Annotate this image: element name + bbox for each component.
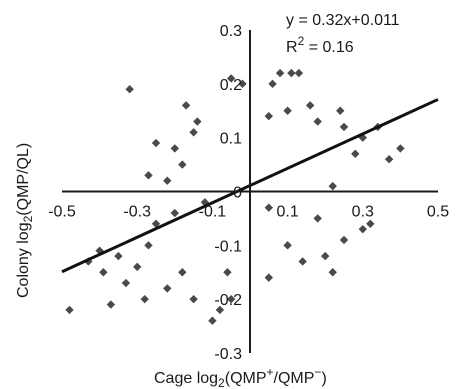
equation-label: y = 0.32x+0.011 [286,12,400,29]
data-point [99,268,108,277]
data-point [140,294,149,304]
points-layer [65,68,405,325]
data-point [313,117,322,126]
y-tick-label: 0.3 [220,23,242,40]
data-point [339,235,349,245]
data-point [95,246,104,255]
y-tick-label: -0.1 [214,238,242,255]
y-tick-label: 0.1 [220,131,242,148]
data-point [133,262,142,272]
data-point [283,106,292,115]
data-point [336,106,345,115]
y-axis-label: Colony log2(QMP/QL) [15,143,35,298]
data-point [351,149,360,159]
y-tick-label: -0.2 [214,292,242,309]
data-point [294,68,304,78]
x-tick-label: -0.1 [199,204,227,221]
data-point [287,68,296,78]
data-point [328,268,337,277]
data-point [328,181,337,191]
data-point [339,122,349,132]
data-point [178,160,187,169]
data-point [144,171,153,180]
x-tick-label: 0.3 [352,204,374,221]
y-tick-labels: -0.3 -0.2 -0.1 0 0.1 0.2 0.3 [214,23,242,363]
x-tick-label: -0.5 [48,204,76,221]
x-tick-label: -0.3 [123,204,151,221]
data-point [114,251,123,261]
x-tick-label: 0.1 [276,204,298,221]
data-point [189,128,198,137]
data-point [313,214,322,223]
data-point [151,138,161,148]
data-point [358,224,367,234]
data-point [215,305,225,315]
y-tick-label: -0.3 [214,346,242,363]
data-point [366,219,375,228]
data-point [125,85,134,94]
data-point [163,284,172,293]
data-point [384,155,394,164]
data-point [181,101,191,110]
data-point [275,68,285,78]
data-point [106,300,116,309]
data-point [144,241,153,250]
data-point [65,305,74,315]
data-point [227,74,236,83]
data-point [121,278,131,288]
data-point [396,144,405,153]
data-point [227,294,236,304]
data-point [264,111,273,121]
x-tick-label: 0.5 [427,204,449,221]
data-point [283,241,292,250]
data-point [321,251,330,261]
y-tick-label: 0.2 [220,77,242,94]
data-point [193,117,202,126]
data-point [170,208,179,218]
data-point [189,294,198,304]
data-point [264,203,273,212]
data-point [163,176,172,185]
data-point [208,316,217,325]
x-axis-label: Cage log2(QMP+/QMP−) [154,365,327,389]
x-tick-labels: -0.5 -0.3 -0.1 0.1 0.3 0.5 [48,204,449,221]
data-point [268,79,277,89]
data-point [305,101,315,110]
r-squared-label: R2 = 0.16 [286,34,354,56]
data-point [151,219,161,228]
y-tick-label: 0 [233,185,242,202]
data-point [223,268,232,277]
data-point [170,144,179,153]
data-point [264,273,273,282]
data-point [238,79,247,89]
data-point [298,257,307,266]
data-point [178,268,187,277]
